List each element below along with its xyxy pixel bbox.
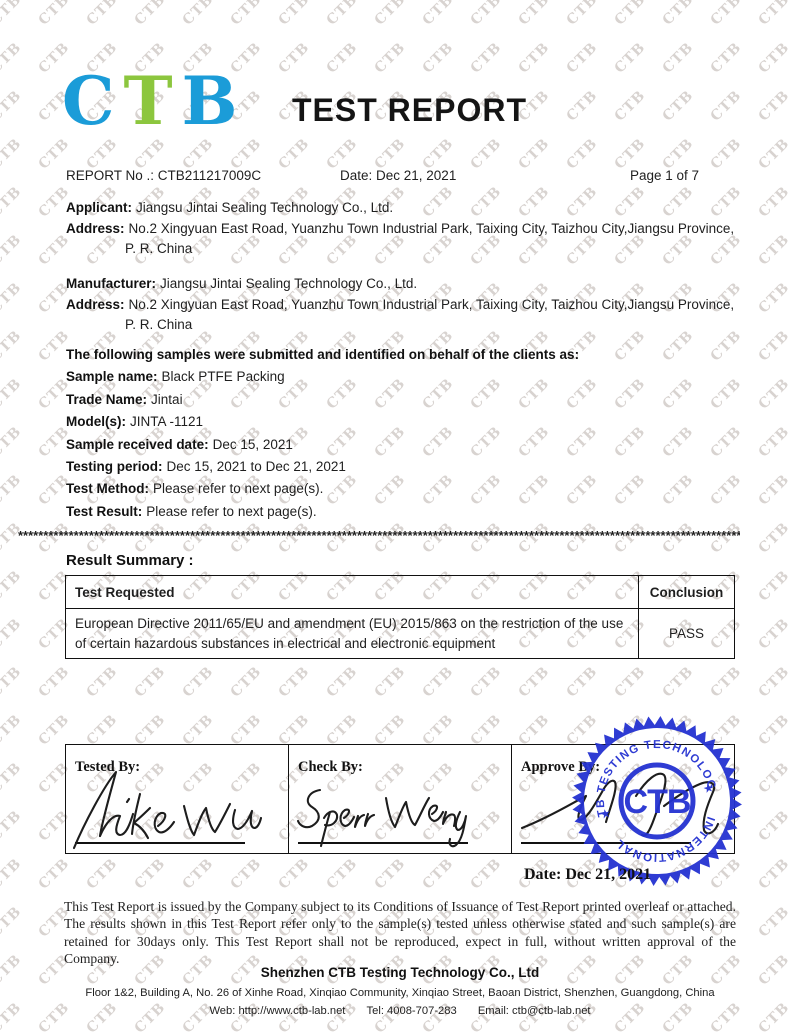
- page-title: TEST REPORT: [292, 92, 528, 128]
- stamp-star-right: ★: [702, 780, 716, 796]
- applicant-block: Applicant: Jiangsu Jintai Sealing Technol…: [66, 198, 738, 260]
- sample-field: Sample name: Black PTFE Packing: [66, 369, 285, 385]
- cell-test-requested: European Directive 2011/65/EU and amendm…: [65, 608, 639, 659]
- result-summary-table: Test Requested Conclusion European Direc…: [65, 575, 735, 659]
- disclaimer-text: This Test Report is issued by the Compan…: [64, 899, 736, 967]
- check-signature-line: [298, 842, 468, 844]
- tested-by-cell: Tested By:: [66, 745, 289, 853]
- approval-date: Date: Dec 21, 2021: [524, 866, 652, 883]
- footer-web: Web: http://www.ctb-lab.net: [209, 1005, 346, 1017]
- samples-intro: The following samples were submitted and…: [66, 347, 580, 362]
- sample-field: Test Method: Please refer to next page(s)…: [66, 481, 324, 497]
- sample-field: Model(s): JINTA -1121: [66, 414, 204, 430]
- footer-contact-row: Web: http://www.ctb-lab.net Tel: 4008-70…: [0, 1005, 800, 1017]
- sample-info-block: The following samples were submitted and…: [66, 344, 738, 523]
- sample-field: Trade Name: Jintai: [66, 391, 183, 407]
- result-summary-heading: Result Summary :: [66, 552, 194, 569]
- approve-signature-line: [521, 842, 691, 844]
- footer-tel: Tel: 4008-707-283: [366, 1005, 457, 1017]
- tested-by-label: Tested By:: [75, 759, 141, 775]
- table-header-row: Test Requested Conclusion: [65, 575, 735, 609]
- approve-by-label: Approve By:: [521, 759, 601, 775]
- ctb-stamp: CTB TESTING TECHNOLOGY INTERNATIONAL ★ ★…: [570, 714, 742, 886]
- footer-email: Email: ctb@ctb-lab.net: [477, 1005, 591, 1017]
- check-by-cell: Check By:: [289, 745, 512, 853]
- signature-table: Tested By: Check By: Approve By:: [65, 744, 735, 854]
- sample-field: Sample received date: Dec 15, 2021: [66, 436, 293, 452]
- check-signature-sperr-weng: [296, 788, 468, 848]
- sample-field: Test Result: Please refer to next page(s)…: [66, 503, 317, 519]
- applicant-line: Applicant: Jiangsu Jintai Sealing Technol…: [66, 200, 394, 215]
- sample-field: Testing period: Dec 15, 2021 to Dec 21, 2…: [66, 459, 346, 475]
- footer-address: Floor 1&2, Building A, No. 26 of Xinhe R…: [85, 987, 715, 999]
- stamp-star-left: ★: [599, 806, 613, 822]
- logo-letter-b: B: [181, 62, 247, 140]
- applicant-address-line2: P. R. China: [125, 241, 193, 256]
- manufacturer-address-line2: P. R. China: [125, 317, 193, 332]
- check-by-label: Check By:: [298, 759, 363, 775]
- table-row: European Directive 2011/65/EU and amendm…: [65, 608, 735, 659]
- applicant-address-line: Address: No.2 Xingyuan East Road, Yuanzhu…: [66, 220, 735, 236]
- tested-signature-line: [75, 842, 245, 844]
- manufacturer-address-line: Address: No.2 Xingyuan East Road, Yuanzhu…: [66, 296, 735, 312]
- tested-signature-mike-wu: [72, 770, 262, 850]
- separator-line: ****************************************…: [18, 528, 740, 543]
- cell-conclusion: PASS: [638, 608, 735, 659]
- footer-company-name: Shenzhen CTB Testing Technology Co., Ltd: [260, 965, 540, 980]
- report-date: Date: Dec 21, 2021: [340, 168, 457, 183]
- ctb-logo: CTB: [62, 68, 246, 134]
- report-number: REPORT No .: CTB211217009C: [66, 168, 262, 183]
- page-indicator: Page 1 of 7: [630, 168, 700, 183]
- stamp-inner-ring: [618, 762, 696, 840]
- col-conclusion: Conclusion: [638, 575, 735, 609]
- stamp-center-text: CTB: [624, 783, 691, 821]
- logo-letter-t: T: [123, 62, 182, 140]
- manufacturer-line: Manufacturer: Jiangsu Jintai Sealing Tech…: [66, 276, 418, 291]
- manufacturer-block: Manufacturer: Jiangsu Jintai Sealing Tech…: [66, 274, 738, 336]
- approve-by-cell: Approve By:: [512, 745, 734, 853]
- col-test-requested: Test Requested: [65, 575, 639, 609]
- logo-letter-c: C: [62, 62, 124, 140]
